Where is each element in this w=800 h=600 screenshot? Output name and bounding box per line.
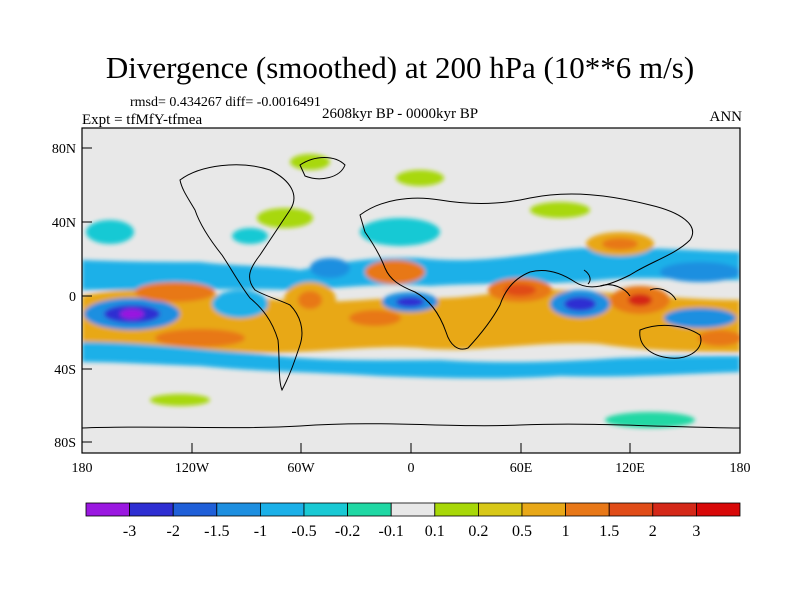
- plot-title: Divergence (smoothed) at 200 hPa (10**6 …: [105, 50, 695, 85]
- negative-southern-ocean-patch: [605, 412, 695, 428]
- negative-west-pacific: [660, 262, 740, 282]
- positive-southern-africa: [400, 320, 460, 340]
- colorbar-box: [216, 502, 261, 517]
- colorbar-label: -0.1: [379, 523, 404, 540]
- positive-east-africa-core: [504, 284, 536, 296]
- colorbar-box: [434, 502, 479, 517]
- colorbar-box: [347, 502, 392, 517]
- lon-label-120e: 120E: [615, 461, 645, 476]
- colorbar-label: -0.2: [335, 523, 360, 540]
- negative-peak-pacific: [120, 309, 144, 319]
- lat-label-80n: 80N: [52, 142, 76, 157]
- colorbar-label: 3: [692, 523, 700, 540]
- colorbar-box: [303, 502, 348, 517]
- negative-indian-ocean-core: [564, 297, 596, 311]
- divergence-field: [82, 154, 740, 428]
- coastline-antarctica: [82, 423, 740, 429]
- lat-label-0: 0: [69, 290, 76, 305]
- colorbar-box: [477, 502, 523, 517]
- positive-southern-ocean-patch: [150, 394, 210, 406]
- colorbar-box: [608, 502, 654, 517]
- colorbar-label: 1: [562, 523, 570, 540]
- coastline-greenland: [299, 157, 346, 180]
- positive-arctic-patch: [290, 154, 330, 170]
- period-label: 2608kyr BP - 0000kyr BP: [322, 106, 479, 122]
- lon-label-60w: 60W: [287, 461, 315, 476]
- colorbar-label: -1.5: [204, 523, 229, 540]
- colorbar-label: 0.1: [425, 523, 445, 540]
- coastline-eurasia-africa: [359, 193, 693, 350]
- negative-north-america-patch: [232, 228, 268, 244]
- lon-label-120w: 120W: [175, 461, 210, 476]
- colorbar-label: 2: [649, 523, 657, 540]
- lat-label-40n: 40N: [52, 216, 76, 231]
- colorbar-box: [85, 502, 130, 517]
- colorbar-box: [129, 502, 174, 517]
- colorbar-label: 0.5: [512, 523, 532, 540]
- colorbar-box: [521, 502, 566, 517]
- positive-pacific-south: [155, 329, 245, 347]
- positive-siberia-patch: [530, 202, 590, 218]
- colorbar-box: [172, 502, 218, 517]
- negative-south-west-pacific: [664, 308, 736, 328]
- positive-north-africa: [365, 260, 425, 284]
- colorbar-box: [652, 502, 697, 517]
- coastline-americas: [179, 164, 303, 392]
- coastline-australia: [639, 325, 702, 359]
- coastline-islands: [583, 269, 677, 301]
- negative-gulf-guinea-core: [396, 297, 424, 307]
- colorbar: -3 -2 -1.5 -1 -0.5 -0.2 -0.1 0.1 0.2 0.5 1 1.5 2 3: [85, 502, 741, 540]
- positive-north-atlantic-patch: [396, 170, 444, 186]
- positive-amazon-core: [298, 291, 322, 309]
- negative-central-america: [212, 290, 268, 318]
- longitude-axis: 180 120W 60W 0 60E 120E 180: [72, 443, 751, 476]
- positive-east-asia-core: [602, 238, 638, 250]
- experiment-label: Expt = tfMfY-tfmea: [82, 112, 203, 128]
- colorbar-box: [696, 502, 741, 517]
- lon-label-0: 0: [408, 461, 415, 476]
- lat-label-40s: 40S: [54, 363, 76, 378]
- positive-far-south-pacific: [698, 330, 740, 346]
- colorbar-box: [390, 502, 436, 517]
- coastlines: [82, 157, 740, 429]
- positive-pacific-north: [135, 282, 215, 302]
- season-label: ANN: [709, 109, 743, 125]
- colorbar-box: [259, 502, 305, 517]
- colorbar-box: [565, 502, 610, 517]
- lat-label-80s: 80S: [54, 436, 76, 451]
- positive-south-atlantic: [349, 310, 401, 326]
- negative-europe-patch: [360, 218, 440, 246]
- colorbar-label: -1: [254, 523, 267, 540]
- lon-label-180e: 180: [730, 461, 751, 476]
- colorbar-label: -3: [123, 523, 136, 540]
- negative-caribbean: [310, 258, 350, 278]
- southern-subtropical-band: [82, 342, 740, 379]
- rmsd-diff-stats: rmsd= 0.434267 diff= -0.0016491: [130, 95, 321, 110]
- colorbar-label: 0.2: [468, 523, 488, 540]
- negative-north-pacific: [86, 220, 134, 244]
- lon-label-180w: 180: [72, 461, 93, 476]
- latitude-axis: 80N 40N 0 40S 80S: [52, 142, 92, 451]
- colorbar-label: -0.5: [291, 523, 316, 540]
- positive-maritime-core: [628, 294, 652, 306]
- colorbar-label: -2: [167, 523, 180, 540]
- lon-label-60e: 60E: [510, 461, 533, 476]
- colorbar-label: 1.5: [599, 523, 619, 540]
